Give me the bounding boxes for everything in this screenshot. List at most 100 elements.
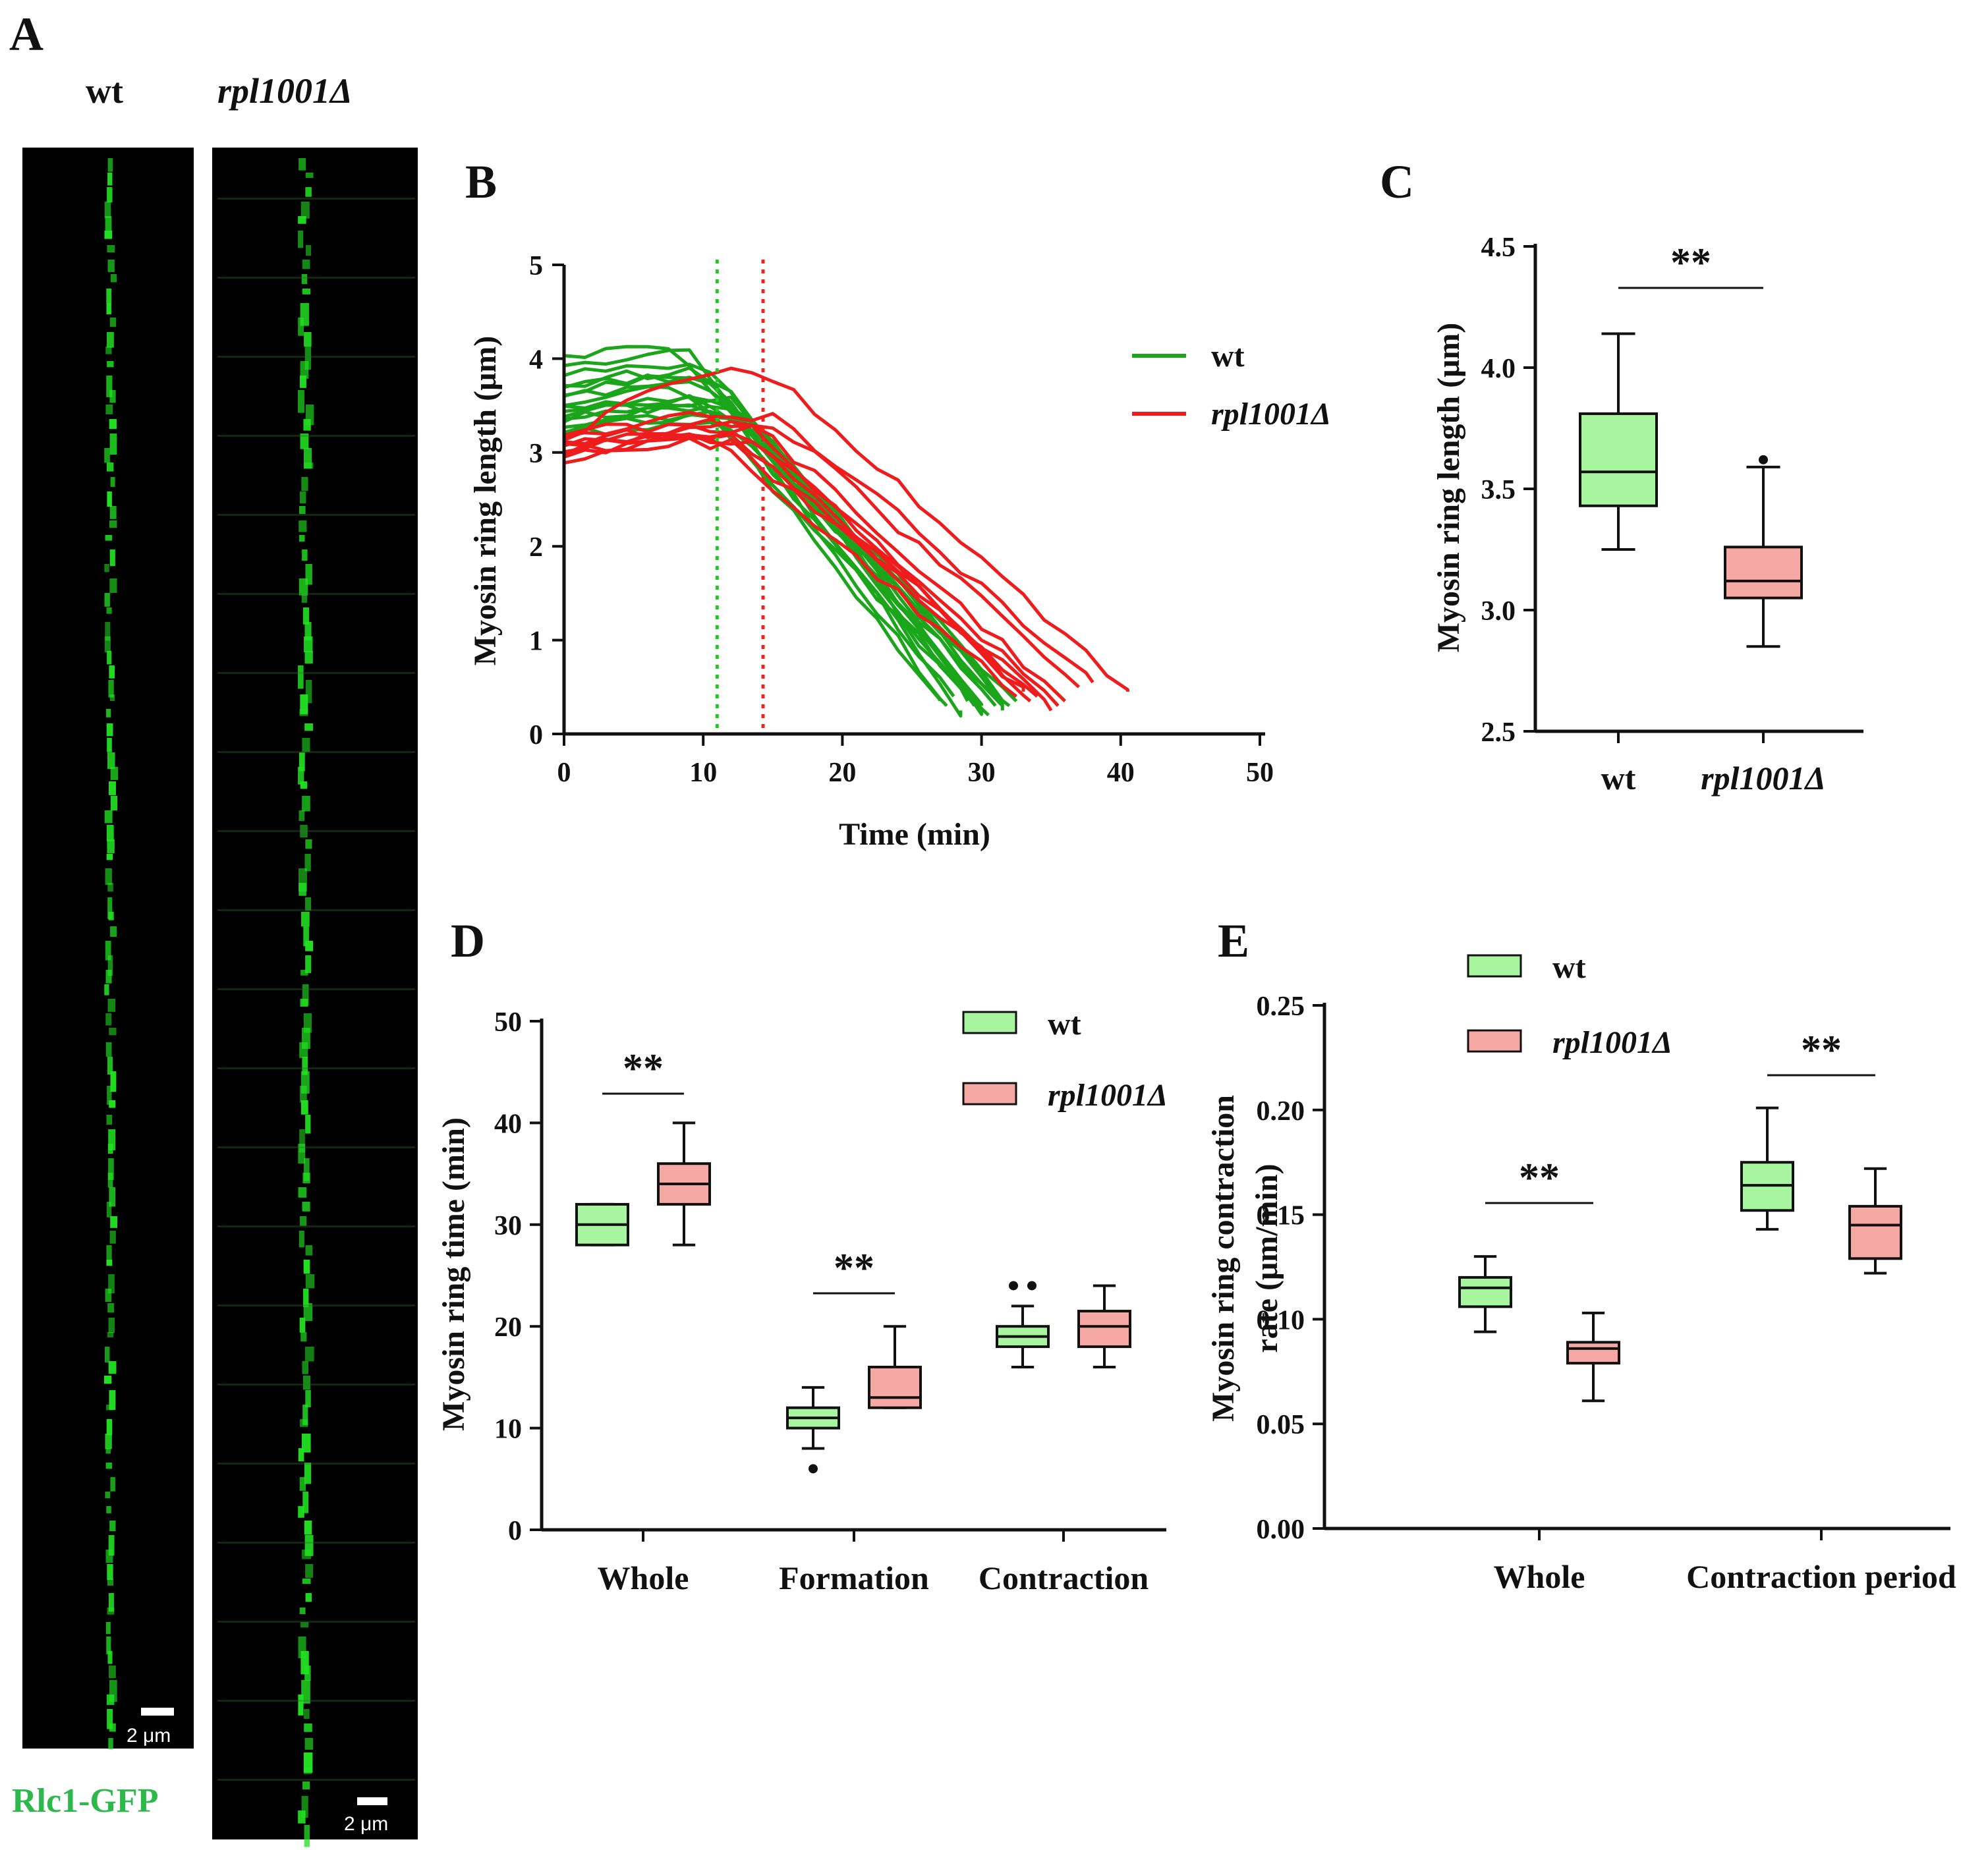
- wt-gfp-signal: [108, 680, 114, 698]
- wt-gfp-signal: [106, 1637, 111, 1654]
- mutant-gfp-signal: [300, 434, 309, 449]
- wt-gfp-signal: [107, 1332, 114, 1338]
- mutant-gfp-signal: [303, 1260, 310, 1274]
- wt-gfp-signal: [107, 361, 114, 368]
- mutant-gfp-signal: [298, 752, 305, 771]
- wt-gfp-signal: [104, 448, 110, 463]
- wt-gfp-signal: [108, 1274, 115, 1294]
- mutant-gfp-signal: [304, 1724, 312, 1732]
- legend-e-mutant-label: rpl1001Δ: [1552, 1025, 1672, 1060]
- box-iqr: [1566, 1341, 1620, 1365]
- wt-gfp-signal: [109, 434, 117, 455]
- legend-b-mutant-label: rpl1001Δ: [1211, 397, 1331, 432]
- wt-gfp-signal: [107, 883, 113, 892]
- wt-gfp-signal: [108, 1129, 116, 1150]
- mutant-gfp-signal: [302, 1202, 310, 1212]
- mutant-gfp-signal: [305, 1274, 315, 1289]
- panel-b-x-tick-label: 40: [1107, 758, 1135, 788]
- panel-d-x-tick-label: Formation: [779, 1559, 929, 1596]
- mutant-gfp-signal: [302, 260, 310, 269]
- panel-a-mutant-header: rpl1001Δ: [217, 71, 353, 111]
- wt-gfp-signal: [109, 520, 117, 528]
- mutant-background-band: [217, 1700, 415, 1702]
- wt-length-trace: [563, 345, 948, 708]
- mutant-gfp-signal: [305, 941, 313, 951]
- wt-gfp-signal: [110, 274, 117, 283]
- wt-scale-label: 2 μm: [127, 1725, 171, 1747]
- mutant-gfp-signal: [302, 607, 310, 625]
- mutant-gfp-signal: [298, 535, 305, 542]
- wt-gfp-signal: [110, 477, 115, 487]
- panel-b-x-tick-label: 0: [557, 758, 571, 788]
- mutant-gfp-signal: [299, 1318, 306, 1333]
- panel-d-y-tick-label: 50: [494, 1007, 522, 1038]
- panel-e-wt-box: [1458, 1255, 1512, 1333]
- panel-d-x-tick-label: Contraction: [979, 1559, 1149, 1596]
- mutant-length-trace: [563, 436, 1025, 692]
- wt-gfp-signal: [109, 694, 115, 702]
- wt-gfp-signal: [106, 303, 111, 315]
- mutant-gfp-signal: [299, 1477, 306, 1491]
- mutant-gfp-signal: [300, 202, 310, 219]
- wt-gfp-signal: [107, 1144, 113, 1154]
- mutant-gfp-signal: [300, 999, 308, 1007]
- mutant-gfp-signal: [299, 1129, 305, 1153]
- mutant-gfp-signal: [302, 796, 310, 812]
- panel-e-y-tick-label: 0.20: [1257, 1096, 1305, 1127]
- panel-d-legend: wt rpl1001Δ: [962, 1007, 1168, 1113]
- mutant-gfp-signal: [299, 1608, 306, 1614]
- mutant-gfp-signal: [304, 332, 312, 347]
- mutant-gfp-signal: [303, 419, 311, 431]
- panel-a: A wt rpl1001Δ 2 μm 2 μm Rlc1-GFP: [9, 8, 418, 1847]
- wt-gfp-signal: [107, 1651, 113, 1664]
- wt-gfp-signal: [109, 419, 117, 430]
- wt-gfp-signal: [106, 1115, 113, 1125]
- legend-d-mutant-label: rpl1001Δ: [1048, 1078, 1168, 1113]
- wt-gfp-signal: [107, 955, 113, 976]
- mutant-gfp-signal: [300, 1100, 308, 1115]
- mutant-length-trace: [563, 420, 1081, 688]
- wt-gfp-signal: [107, 332, 114, 348]
- mutant-gfp-signal: [298, 578, 308, 596]
- wt-kymograph-signal: [104, 158, 119, 1749]
- panel-a-label: A: [9, 8, 43, 61]
- panel-d-y-label: Myosin ring time (min): [436, 1117, 471, 1431]
- mutant-scale-label: 2 μm: [344, 1813, 388, 1835]
- wt-gfp-signal: [110, 796, 118, 811]
- wt-gfp-signal: [105, 405, 113, 414]
- legend-d-wt-label: wt: [1048, 1007, 1081, 1042]
- mutant-background-band: [217, 514, 415, 516]
- wt-gfp-signal: [104, 810, 113, 824]
- mutant-gfp-signal: [300, 361, 309, 379]
- wt-gfp-signal: [105, 1042, 112, 1057]
- mutant-gfp-signal: [298, 1810, 306, 1824]
- wt-gfp-signal: [106, 1419, 113, 1436]
- mutant-gfp-signal: [305, 680, 312, 704]
- wt-gfp-signal: [105, 1463, 113, 1469]
- panel-e-significance-label: **: [1519, 1156, 1560, 1200]
- mutant-gfp-signal: [298, 810, 305, 822]
- mutant-gfp-signal: [304, 1825, 310, 1847]
- wt-gfp-signal: [107, 491, 112, 507]
- wt-gfp-signal: [110, 1477, 115, 1492]
- wt-gfp-signal: [104, 202, 111, 219]
- mutant-gfp-signal: [298, 520, 307, 532]
- mutant-gfp-signal: [298, 231, 304, 248]
- mutant-gfp-signal: [302, 1173, 310, 1184]
- panel-d-wt-box: [996, 1281, 1050, 1368]
- panel-b: B 0 10 20 30 40 50 0 1 2 3 4 5 Myosin ring length (…: [465, 155, 1331, 852]
- mutant-gfp-signal: [298, 883, 306, 896]
- wt-gfp-signal: [110, 926, 117, 937]
- box-outlier: [809, 1464, 818, 1474]
- mutant-background-band: [217, 988, 415, 990]
- wt-gfp-signal: [107, 897, 113, 919]
- wt-gfp-signal: [106, 1405, 113, 1411]
- wt-gfp-signal: [106, 1695, 115, 1705]
- mutant-gfp-signal: [304, 854, 311, 872]
- wt-gfp-signal: [106, 825, 114, 841]
- panel-b-x-tick-label: 20: [828, 758, 856, 788]
- mutant-gfp-signal: [305, 1593, 312, 1602]
- mutant-gfp-signal: [300, 912, 310, 927]
- wt-gfp-signal: [108, 1535, 115, 1556]
